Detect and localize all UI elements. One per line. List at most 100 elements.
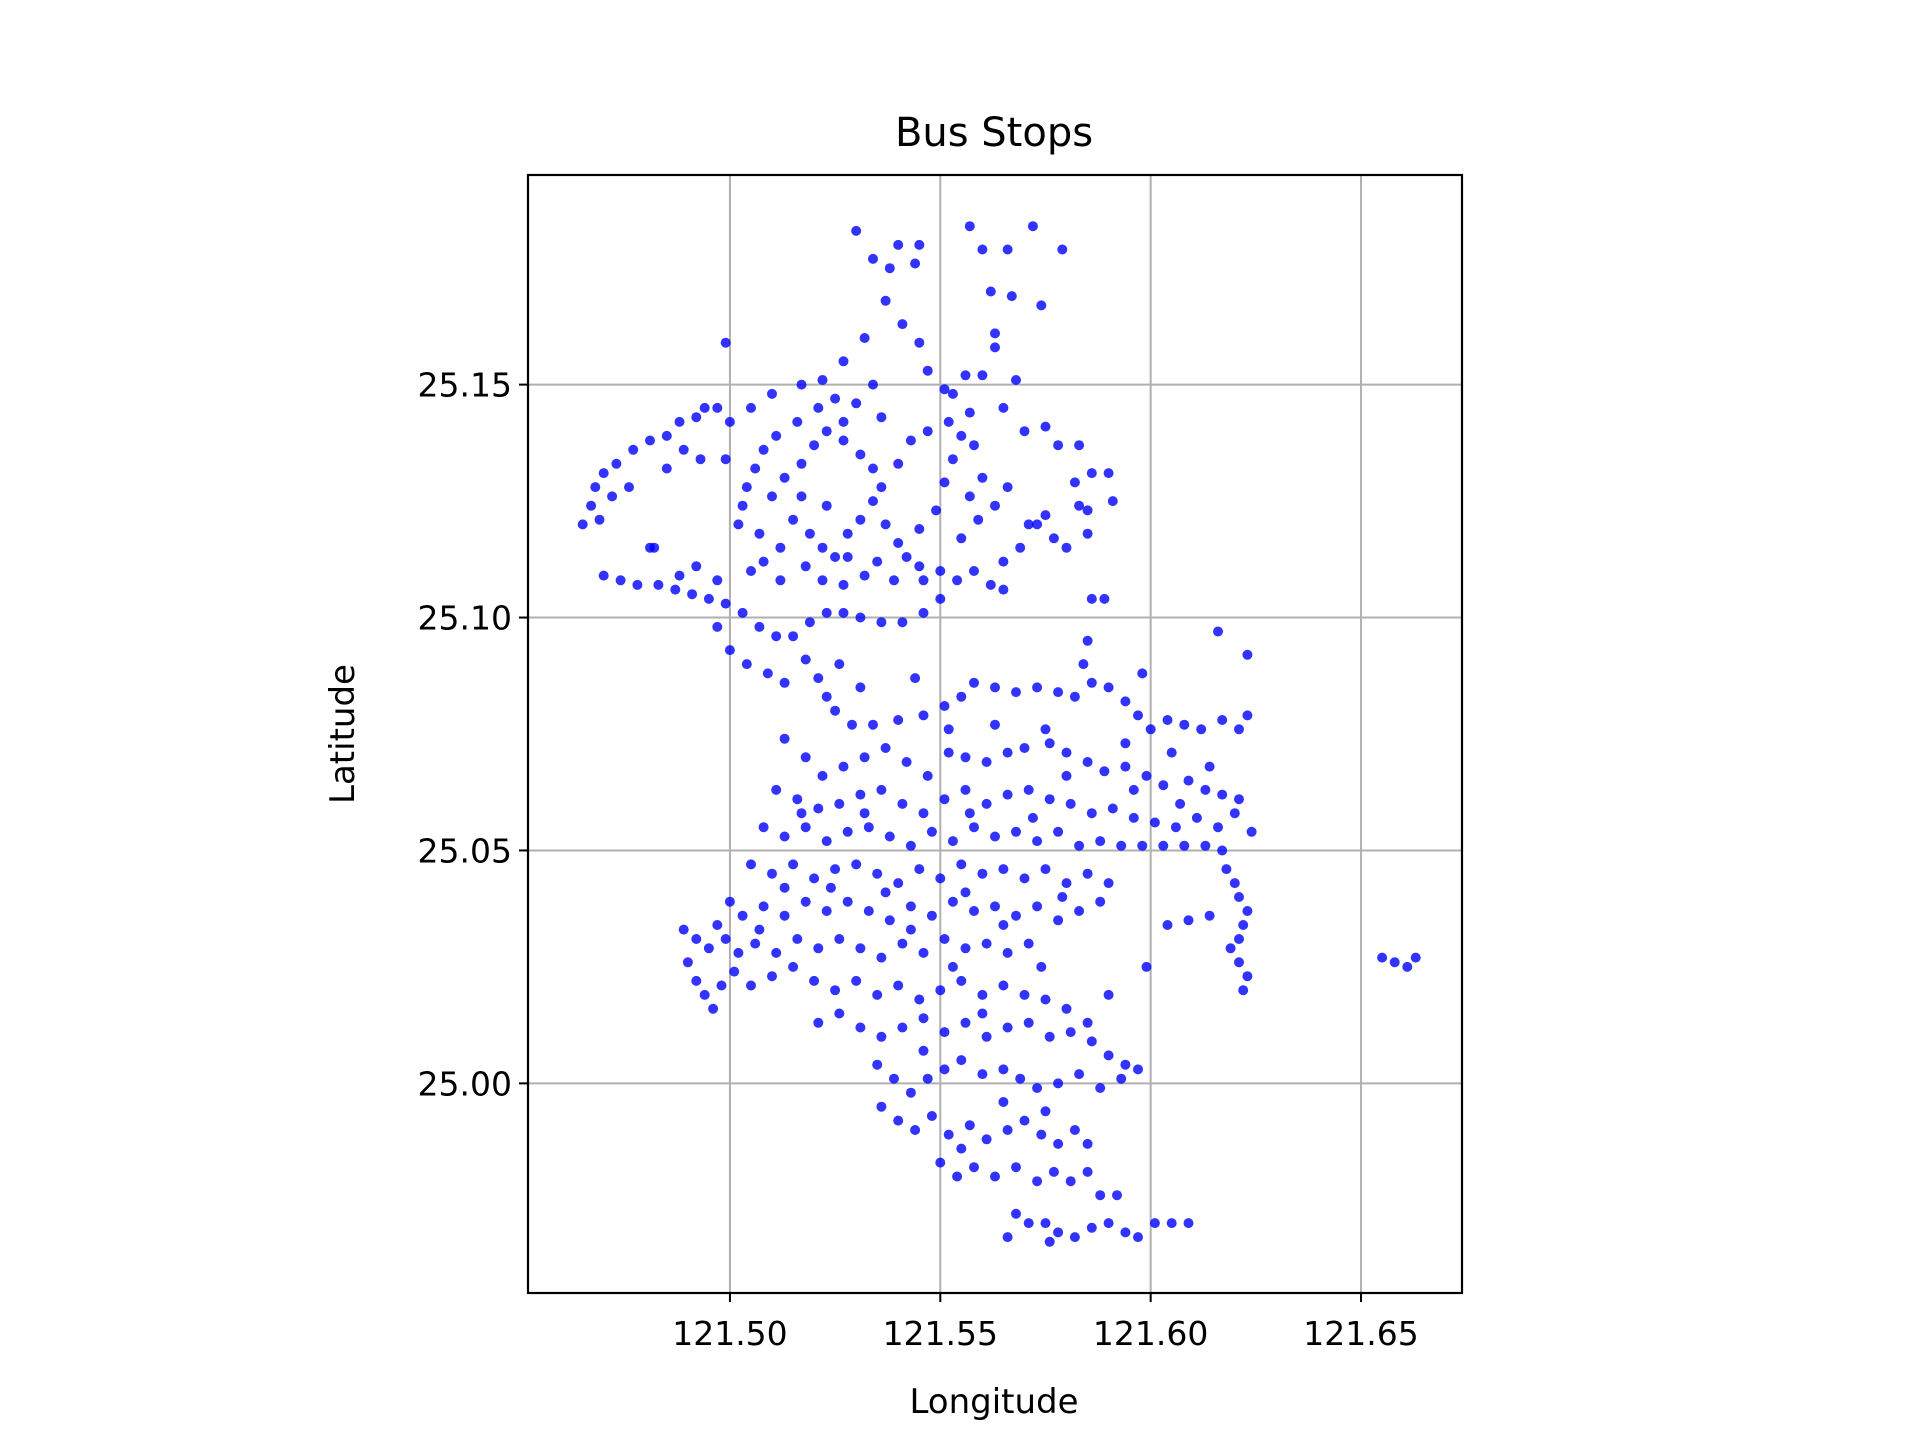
bus-stop-point [834, 659, 845, 670]
bus-stop-point [859, 752, 870, 763]
bus-stop-point [800, 896, 811, 907]
bus-stop-point [813, 803, 824, 814]
bus-stop-point [960, 1017, 971, 1028]
bus-stop-point [897, 319, 908, 330]
bus-stop-point [914, 524, 925, 534]
bus-stop-point [914, 239, 925, 250]
bus-stop-point [914, 337, 925, 348]
bus-stop-point [1242, 906, 1253, 916]
bus-stop-point [956, 975, 967, 986]
bus-stop-point [985, 579, 996, 590]
bus-stop-point [758, 444, 769, 455]
bus-stop-point [1032, 1083, 1043, 1093]
bus-stop-point [956, 859, 967, 870]
bus-stop-point [884, 831, 895, 842]
bus-stop-point [1082, 1138, 1093, 1149]
bus-stop-point [1048, 533, 1059, 544]
bus-stop-point [901, 757, 912, 767]
y-tick-label: 25.05 [418, 831, 512, 870]
bus-stop-point [796, 379, 807, 390]
bus-stop-point [855, 612, 866, 623]
bus-stop-point [712, 621, 723, 632]
bus-stop-point [880, 295, 891, 306]
bus-stop-point [1036, 961, 1047, 972]
bus-stop-point [661, 463, 672, 474]
bus-stop-point [771, 947, 782, 958]
bus-stop-point [754, 621, 765, 632]
bus-stop-point [1044, 1236, 1055, 1247]
bus-stop-point [1002, 1022, 1013, 1033]
bus-stop-point [952, 1171, 963, 1182]
bus-stop-point [918, 1045, 929, 1056]
bus-stop-point [813, 943, 824, 954]
bus-stop-point [661, 430, 672, 441]
bus-stop-point [998, 584, 1009, 595]
bus-stop-point [918, 607, 929, 618]
bus-stop-point [1103, 682, 1114, 693]
bus-stop-point [1023, 1017, 1034, 1028]
bus-stop-point [779, 882, 790, 893]
bus-stop-point [990, 1171, 1000, 1182]
bus-stop-point [792, 416, 803, 427]
bus-stop-point [922, 770, 933, 781]
bus-stop-point [653, 579, 664, 590]
bus-stop-point [821, 836, 832, 847]
bus-stop-point [838, 579, 849, 590]
bus-stop-point [1006, 291, 1017, 302]
bus-stop-point [1183, 915, 1194, 926]
bus-stop-point [939, 794, 950, 805]
bus-stop-point [964, 1120, 975, 1131]
bus-stop-point [1204, 761, 1215, 772]
bus-stop-point [935, 873, 946, 884]
bus-stop-point [851, 859, 862, 870]
bus-stop-point [880, 519, 891, 530]
bus-stop-point [813, 1017, 824, 1028]
bus-stop-point [889, 575, 899, 586]
bus-stop-point [792, 794, 803, 805]
bus-stop-point [905, 924, 916, 935]
bus-stop-point [1200, 784, 1211, 795]
bus-stop-point [1410, 952, 1421, 963]
bus-stop-point [918, 1013, 929, 1024]
bus-stop-point [1040, 1106, 1051, 1117]
bus-stop-point [842, 896, 853, 907]
bus-stop-point [956, 533, 967, 544]
bus-stop-point [889, 1073, 899, 1084]
bus-stop-point [964, 491, 975, 502]
bus-stop-point [847, 719, 857, 730]
bus-stop-point [918, 808, 929, 819]
bus-stop-point [800, 654, 811, 665]
bus-stop-point [939, 384, 950, 395]
bus-stop-point [1086, 468, 1097, 479]
bus-stop-point [830, 864, 841, 875]
bus-stop-point [821, 426, 832, 437]
bus-stop-point [1183, 775, 1194, 786]
bus-stop-point [699, 402, 710, 413]
bus-stop-point [1011, 375, 1021, 385]
bus-stop-point [830, 393, 841, 404]
x-axis-label: Longitude [909, 1382, 1078, 1422]
bus-stop-point [712, 575, 723, 586]
bus-stop-point [842, 528, 853, 539]
bus-stop-point [872, 556, 883, 567]
bus-stop-point [851, 398, 862, 409]
bus-stop-point [1103, 878, 1114, 889]
bus-stop-point [1048, 1166, 1059, 1177]
bus-stop-point [1082, 757, 1093, 767]
bus-stop-point [1107, 803, 1118, 814]
bus-stop-point [809, 975, 820, 986]
bus-stop-point [977, 244, 988, 255]
bus-stop-point [733, 947, 744, 958]
bus-stop-point [1011, 910, 1021, 921]
bus-stop-point [969, 1162, 979, 1173]
bus-stop-point [969, 677, 979, 688]
bus-stop-point [720, 934, 731, 944]
plot-frame [526, 173, 1464, 1295]
bus-stop-point [838, 761, 849, 772]
bus-stop-point [1032, 1176, 1043, 1187]
bus-stop-point [863, 906, 874, 916]
bus-stop-point [964, 407, 975, 418]
bus-stop-point [817, 770, 828, 781]
bus-stop-point [788, 961, 799, 972]
bus-stop-point [703, 593, 714, 604]
